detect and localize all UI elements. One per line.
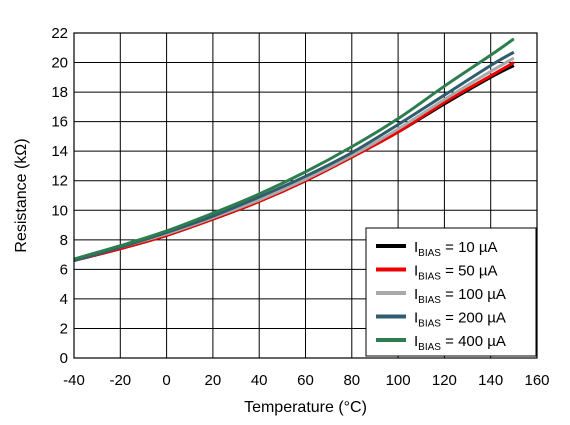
plot-frame — [73, 32, 538, 359]
y-tick-label: 8 — [60, 232, 68, 249]
legend-label-2: IBIAS = 50 µA — [414, 263, 498, 283]
y-tick-label: 12 — [51, 173, 68, 190]
y-tick-label: 10 — [51, 202, 68, 219]
x-tick-label: 20 — [205, 372, 222, 389]
legend: IBIAS = 10 µA IBIAS = 50 µA IBIAS = 100 µA… — [365, 227, 537, 357]
y-tick-label: 22 — [51, 25, 68, 42]
y-tick-label: 2 — [60, 320, 68, 337]
y-tick-label: 4 — [60, 291, 68, 308]
y-tick-label: 20 — [51, 55, 68, 72]
y-tick-labels: 0 2 4 6 8 10 12 14 16 18 20 22 — [51, 25, 68, 367]
x-tick-label: 160 — [524, 372, 549, 389]
x-tick-label: 140 — [478, 372, 503, 389]
x-tick-label: 120 — [432, 372, 457, 389]
legend-label-5: IBIAS = 400 µA — [414, 333, 506, 353]
legend-label-3: IBIAS = 100 µA — [414, 286, 506, 306]
y-tick-label: 16 — [51, 114, 68, 131]
legend-label-1: IBIAS = 10 µA — [414, 239, 498, 259]
x-tick-label: 60 — [297, 372, 314, 389]
y-tick-label: 6 — [60, 261, 68, 278]
x-tick-labels: -40 -20 0 20 40 60 80 100 120 140 160 — [63, 372, 549, 389]
y-tick-label: 18 — [51, 84, 68, 101]
x-tick-label: -20 — [109, 372, 131, 389]
series-lines — [73, 37, 515, 262]
y-tick-label: 0 — [60, 350, 68, 367]
x-tick-label: 0 — [162, 372, 170, 389]
x-tick-label: 40 — [251, 372, 268, 389]
legend-label-4: IBIAS = 200 µA — [414, 310, 506, 330]
x-tick-label: 80 — [343, 372, 360, 389]
series-line-5 — [73, 37, 515, 261]
x-axis-title: Temperature (°C) — [244, 399, 367, 416]
y-axis-title: Resistance (kΩ) — [13, 138, 30, 252]
x-tick-label: -40 — [63, 372, 85, 389]
y-tick-label: 14 — [51, 143, 68, 160]
x-tick-label: 100 — [386, 372, 411, 389]
